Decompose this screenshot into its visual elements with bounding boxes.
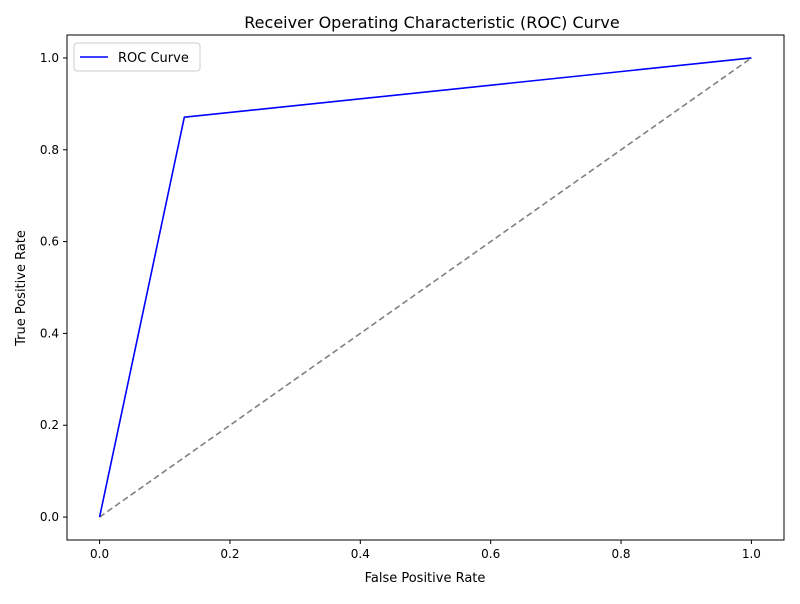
- x-axis-ticks: 0.0 0.2 0.4 0.6 0.8 1.0: [90, 540, 761, 561]
- legend: ROC Curve: [73, 42, 201, 72]
- x-tick-label: 0.6: [481, 547, 500, 561]
- legend-label-roc-curve: ROC Curve: [118, 51, 189, 66]
- x-axis-label: False Positive Rate: [365, 571, 486, 586]
- x-tick-label: 0.4: [351, 547, 370, 561]
- plot-frame: [66, 34, 785, 541]
- series-line-roc-curve: [98, 57, 752, 518]
- y-tick-label: 0.2: [40, 418, 59, 432]
- y-axis-label: True Positive Rate: [14, 230, 29, 347]
- plot-area: [66, 34, 785, 541]
- x-tick-label: 0.8: [611, 547, 630, 561]
- y-tick-label: 0.0: [40, 510, 59, 524]
- y-axis-ticks: 0.0 0.2 0.4 0.6 0.8 1.0: [40, 51, 67, 524]
- x-tick-label: 0.0: [90, 547, 109, 561]
- series-layer: [98, 57, 752, 518]
- x-tick-label: 0.2: [220, 547, 239, 561]
- y-tick-label: 0.6: [40, 235, 59, 249]
- y-tick-label: 0.8: [40, 143, 59, 157]
- chart-title: Receiver Operating Characteristic (ROC) …: [244, 13, 619, 32]
- x-tick-label: 1.0: [742, 547, 761, 561]
- y-tick-label: 0.4: [40, 326, 59, 340]
- y-tick-label: 1.0: [40, 51, 59, 65]
- legend-box: [73, 42, 201, 72]
